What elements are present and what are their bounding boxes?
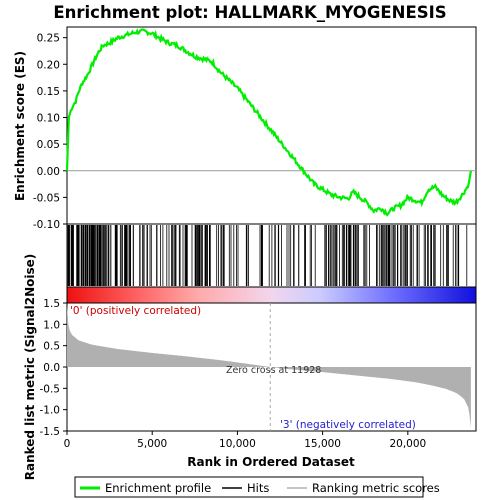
x-tick-label: 20,000	[389, 438, 426, 450]
es-panel: -0.10 -0.05 0.00 0.05 0.10 0.15 0.20 0.25 Enric…	[13, 26, 477, 231]
metric-y-tick-label: 0.5	[43, 341, 60, 353]
rank-color-bar-group	[66, 286, 477, 304]
es-y-tick-label: 0.15	[37, 86, 60, 98]
es-y-tick-label: -0.05	[33, 192, 60, 204]
hit-marks	[67, 225, 468, 286]
es-y-ticks: -0.10 -0.05 0.00 0.05 0.10 0.15 0.20 0.25	[33, 33, 67, 231]
metric-y-tick-label: -1.0	[40, 405, 61, 417]
es-y-tick-label: 0.10	[37, 113, 60, 125]
x-axis-label: Rank in Ordered Dataset	[187, 455, 355, 469]
es-y-axis-label: Enrichment score (ES)	[13, 51, 27, 201]
es-y-tick-label: 0.00	[37, 166, 60, 178]
chart-title: Enrichment plot: HALLMARK_MYOGENESIS	[53, 3, 446, 22]
es-panel-frame	[66, 26, 477, 225]
es-y-tick-label: -0.10	[33, 219, 60, 231]
x-tick-label: 10,000	[219, 438, 256, 450]
x-tick-label: 5,000	[137, 438, 167, 450]
metric-y-tick-label: -1.5	[40, 426, 61, 438]
metric-y-tick-label: 1.5	[43, 298, 60, 310]
legend-metric-label: Ranking metric scores	[312, 481, 440, 495]
metric-y-tick-label: 1.0	[43, 319, 60, 331]
legend-hits-label: Hits	[247, 481, 269, 495]
x-tick-label: 15,000	[304, 438, 341, 450]
enrichment-profile-curve	[65, 28, 472, 217]
es-y-tick-label: 0.25	[37, 33, 60, 45]
metric-panel: -1.5 -1.0 -0.5 0.0 0.5 1.0 1.5 '0' (positively…	[23, 254, 477, 481]
metric-y-tick-label: 0.0	[43, 362, 60, 374]
ranking-metric-area	[67, 305, 471, 428]
enrichment-profile-line	[65, 28, 472, 217]
zero-cross-annotation: Zero cross at 11928	[226, 365, 321, 376]
metric-y-tick-label: -0.5	[40, 383, 61, 395]
negative-correlation-label: '3' (negatively correlated)	[280, 419, 416, 431]
es-y-tick-label: 0.05	[37, 139, 60, 151]
x-tick-label: 0	[64, 438, 71, 450]
x-axis-ticks: 0 5,000 10,000 15,000 20,000	[64, 431, 426, 450]
hits-panel	[66, 223, 477, 288]
legend-box	[74, 476, 424, 498]
metric-y-axis-label: Ranked list metric (Signal2Noise)	[23, 254, 37, 481]
rank-color-bar	[66, 286, 477, 304]
ranking-metric-fill	[67, 305, 471, 428]
positive-correlation-label: '0' (positively correlated)	[70, 305, 201, 317]
es-y-tick-label: 0.20	[37, 59, 60, 71]
legend: Enrichment profile Hits Ranking metric s…	[74, 476, 440, 498]
metric-y-ticks: -1.5 -1.0 -0.5 0.0 0.5 1.0 1.5	[40, 298, 67, 438]
legend-profile-label: Enrichment profile	[105, 481, 211, 495]
